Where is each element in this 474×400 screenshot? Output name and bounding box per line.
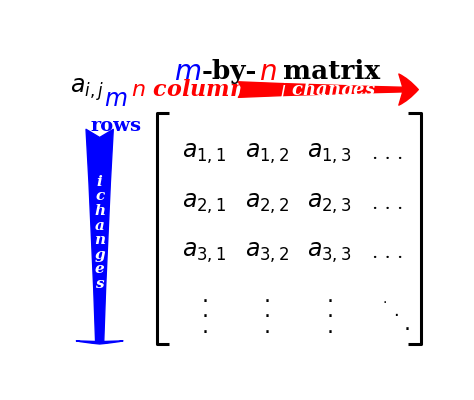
Text: $a_{2,2}$: $a_{2,2}$	[245, 192, 289, 216]
Text: $j$ changes: $j$ changes	[278, 78, 376, 100]
Text: $.$: $.$	[326, 285, 333, 307]
Text: . . .: . . .	[373, 145, 404, 163]
Text: $a_{3,3}$: $a_{3,3}$	[307, 241, 352, 265]
Text: $n$: $n$	[259, 59, 277, 86]
Text: $.$: $.$	[326, 316, 333, 338]
Text: . . .: . . .	[373, 194, 404, 212]
Text: $a_{i,j}$: $a_{i,j}$	[70, 76, 104, 103]
Text: matrix: matrix	[274, 59, 380, 84]
Text: $m$: $m$	[104, 87, 128, 111]
Text: $.$: $.$	[264, 300, 270, 322]
Text: $a_{1,3}$: $a_{1,3}$	[307, 142, 352, 166]
Text: $.$: $.$	[264, 285, 270, 307]
Text: $.$: $.$	[201, 285, 208, 307]
Text: $a_{2,1}$: $a_{2,1}$	[182, 192, 227, 216]
Text: $n$ columns: $n$ columns	[131, 78, 260, 100]
Text: $a_{2,3}$: $a_{2,3}$	[307, 192, 352, 216]
Text: $.$: $.$	[382, 292, 387, 306]
Text: i
c
h
a
n
g
e
s: i c h a n g e s	[94, 175, 105, 291]
Text: rows: rows	[91, 117, 142, 135]
Text: $.$: $.$	[403, 313, 410, 335]
Text: $.$: $.$	[201, 316, 208, 338]
Text: $a_{3,1}$: $a_{3,1}$	[182, 241, 227, 265]
Text: $.$: $.$	[264, 316, 270, 338]
Text: $.$: $.$	[201, 300, 208, 322]
Text: . . .: . . .	[373, 244, 404, 262]
Text: $a_{1,1}$: $a_{1,1}$	[182, 142, 227, 166]
Text: $a_{3,2}$: $a_{3,2}$	[245, 241, 289, 265]
Text: $.$: $.$	[392, 302, 398, 320]
Text: -by-: -by-	[202, 59, 257, 84]
Text: $.$: $.$	[326, 300, 333, 322]
Text: $a_{1,2}$: $a_{1,2}$	[245, 142, 289, 166]
Text: $m$: $m$	[173, 59, 201, 86]
